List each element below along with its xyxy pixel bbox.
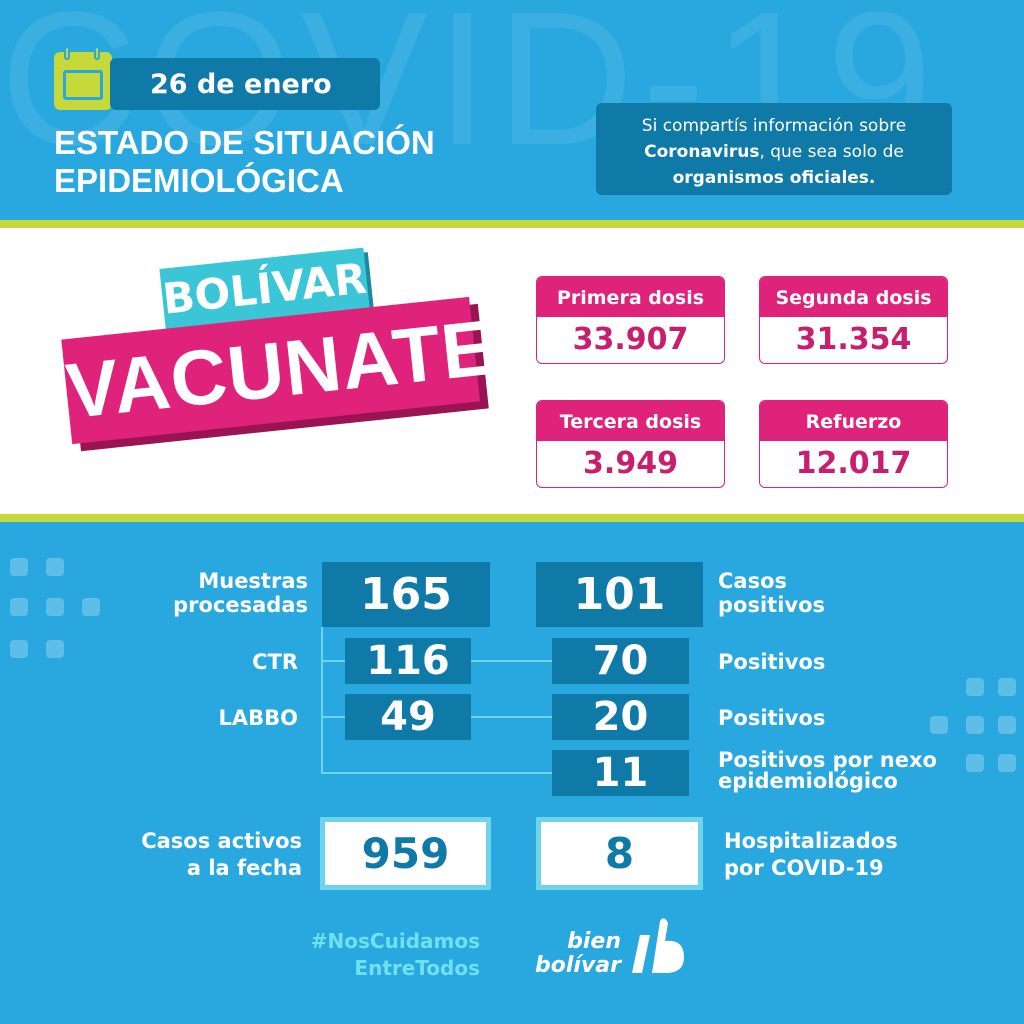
casos-label: Casos positivos (718, 569, 826, 617)
connector-line (471, 716, 552, 718)
connector-line (321, 660, 345, 662)
vaccine-card-first: Primera dosis 33.907 (536, 276, 725, 364)
ctr-positive-value: 70 (552, 638, 689, 684)
official-info-notice: Si compartís información sobre Coronavir… (596, 103, 952, 195)
labbo-value: 49 (345, 694, 471, 740)
notice-line-1: Si compartís información sobre (641, 116, 907, 136)
labbo-label: LABBO (218, 706, 299, 730)
ctr-label: CTR (252, 650, 298, 674)
connector-line (321, 716, 345, 718)
muestras-label: Muestras procesadas (173, 569, 308, 617)
nexo-label: Positivos por nexo epidemiológico (718, 748, 937, 793)
bien-bolivar-logo: bien bolívar (535, 929, 621, 978)
muestras-value: 165 (322, 562, 490, 627)
vaccine-card-second: Segunda dosis 31.354 (759, 276, 948, 364)
card-label: Refuerzo (760, 401, 947, 441)
divider (0, 220, 1024, 228)
hospitalizados-value: 8 (536, 817, 703, 890)
labbo-positive-label: Positivos (718, 706, 826, 730)
title-line-1: ESTADO DE SITUACIÓN (54, 124, 435, 161)
card-label: Primera dosis (537, 277, 724, 317)
vaccine-card-third: Tercera dosis 3.949 (536, 400, 725, 488)
card-value: 12.017 (795, 446, 912, 481)
labbo-positive-value: 20 (552, 694, 689, 740)
card-value: 3.949 (583, 446, 678, 481)
calendar-icon (54, 46, 112, 110)
ctr-value: 116 (345, 638, 471, 684)
card-value: 33.907 (572, 322, 689, 357)
card-label: Segunda dosis (760, 277, 947, 317)
casos-value: 101 (536, 562, 703, 627)
notice-line-3: organismos oficiales. (672, 168, 876, 188)
connector-line (321, 772, 552, 774)
card-value: 31.354 (795, 322, 912, 357)
nexo-value: 11 (552, 750, 689, 796)
activos-value: 959 (320, 817, 491, 890)
title-line-2: EPIDEMIOLÓGICA (54, 162, 344, 199)
connector-line (471, 660, 552, 662)
card-label: Tercera dosis (537, 401, 724, 441)
activos-label: Casos activos a la fecha (141, 829, 302, 880)
vaccine-card-booster: Refuerzo 12.017 (759, 400, 948, 488)
notice-bold: Coronavirus (644, 142, 760, 162)
thumb-logo-icon (632, 918, 684, 973)
connector-line (321, 627, 323, 773)
ctr-positive-label: Positivos (718, 650, 826, 674)
divider (0, 514, 1024, 522)
notice-rest: , que sea solo de (759, 142, 904, 162)
hospitalizados-label: Hospitalizados por COVID-19 (724, 829, 898, 880)
hashtag: #NosCuidamos EntreTodos (310, 929, 480, 980)
date-badge: 26 de enero (110, 58, 380, 110)
page-title: ESTADO DE SITUACIÓN EPIDEMIOLÓGICA (54, 124, 435, 200)
